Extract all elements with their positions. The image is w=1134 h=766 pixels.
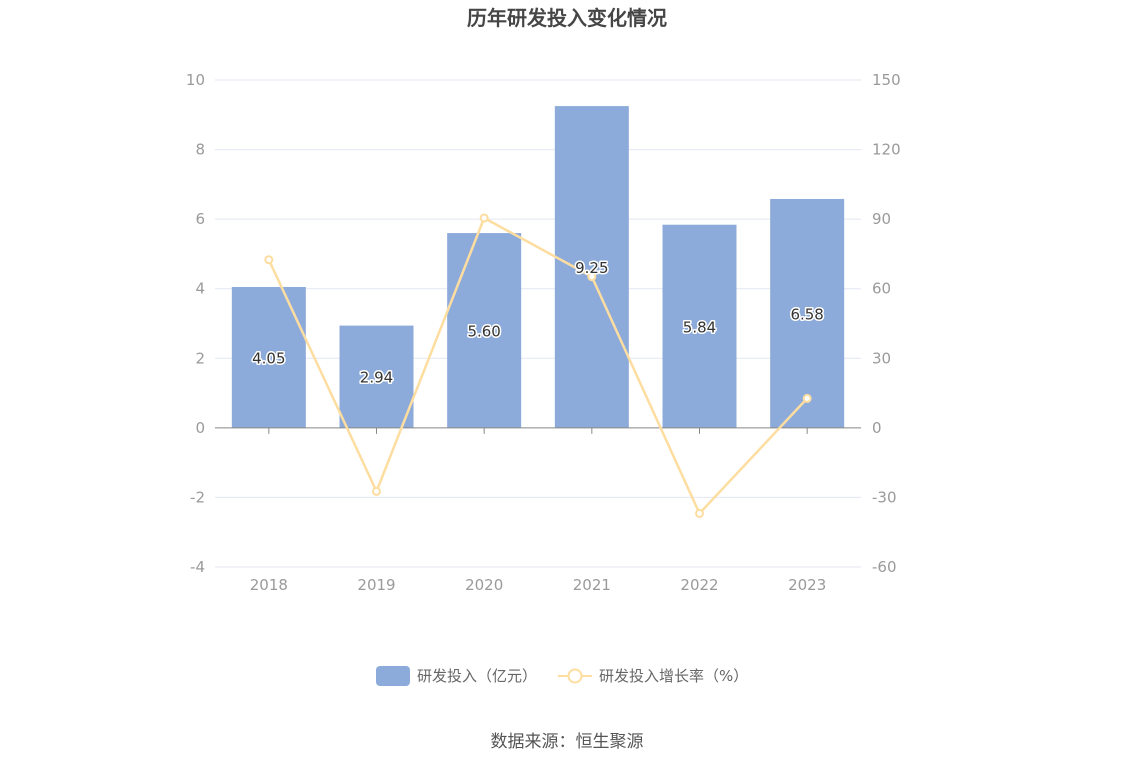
left-tick-label: 4 <box>195 280 205 298</box>
left-tick-label: 2 <box>195 349 205 367</box>
right-tick-label: 60 <box>872 280 891 298</box>
right-tick-label: 120 <box>872 141 901 159</box>
bar-data-label: 5.84 <box>683 318 716 336</box>
growth-point <box>802 393 812 403</box>
bar-data-label: 6.58 <box>790 305 823 323</box>
right-axis-ticks: -60 -30 0 30 60 90 120 150 <box>872 71 901 576</box>
growth-point <box>479 213 489 223</box>
right-tick-label: 90 <box>872 210 891 228</box>
legend[interactable]: 研发投入（亿元） 研发投入增长率（%） <box>376 666 748 686</box>
left-tick-label: -4 <box>190 558 205 576</box>
growth-point <box>264 255 274 265</box>
bar <box>339 325 414 428</box>
left-axis-ticks: -4 -2 0 2 4 6 8 10 <box>186 71 205 576</box>
legend-bar-swatch[interactable] <box>376 666 410 686</box>
left-tick-label: 10 <box>186 71 205 89</box>
right-tick-label: -30 <box>872 488 897 506</box>
bar-data-label: 5.60 <box>467 322 500 340</box>
right-tick-label: 0 <box>872 419 882 437</box>
right-tick-label: 150 <box>872 71 901 89</box>
data-source: 数据来源：恒生聚源 <box>491 732 644 752</box>
bar-data-label: 4.05 <box>252 349 285 367</box>
grid-lines <box>215 79 861 568</box>
x-axis: 2018 2019 2020 2021 2022 2023 <box>215 427 861 594</box>
x-tick-label: 2023 <box>788 576 826 594</box>
x-tick-label: 2020 <box>465 576 503 594</box>
left-tick-label: 8 <box>195 141 205 159</box>
chart-title: 历年研发投入变化情况 <box>467 6 667 30</box>
growth-point <box>587 272 597 282</box>
bar <box>770 198 845 428</box>
legend-bar-label[interactable]: 研发投入（亿元） <box>417 667 537 685</box>
x-tick-label: 2022 <box>680 576 718 594</box>
bar-series <box>231 106 845 428</box>
growth-point <box>695 508 704 518</box>
line-series <box>264 213 812 518</box>
legend-line-label[interactable]: 研发投入增长率（%） <box>599 667 748 685</box>
bar-data-labels: 4.05 2.94 5.60 9.25 5.84 6.58 <box>251 257 826 388</box>
left-tick-label: 6 <box>195 210 205 228</box>
bar <box>554 106 629 428</box>
growth-line <box>267 216 809 515</box>
left-tick-label: -2 <box>190 488 205 506</box>
growth-point <box>372 486 381 496</box>
bar <box>662 224 737 428</box>
legend-line-marker[interactable] <box>567 668 583 684</box>
right-tick-label: 30 <box>872 349 891 367</box>
bar <box>447 233 522 428</box>
bar-data-label: 9.25 <box>575 259 608 277</box>
x-tick-label: 2019 <box>357 576 395 594</box>
right-tick-label: -60 <box>872 558 897 576</box>
x-tick-label: 2018 <box>250 576 288 594</box>
left-tick-label: 0 <box>195 419 205 437</box>
bar-data-label: 2.94 <box>360 369 393 387</box>
x-tick-label: 2021 <box>573 576 611 594</box>
